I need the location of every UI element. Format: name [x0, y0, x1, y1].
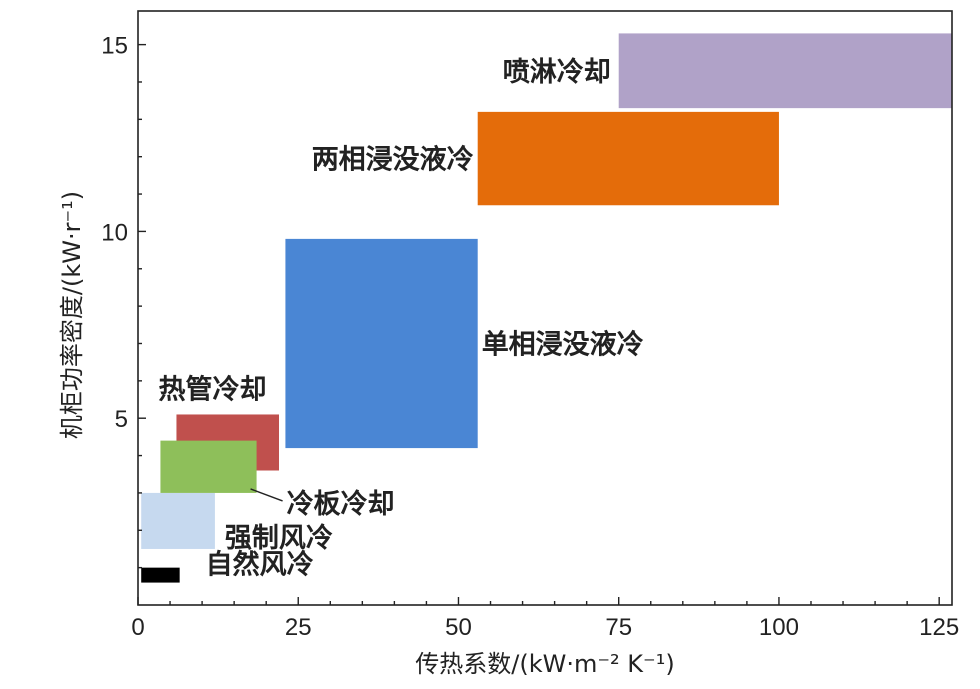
region-6 [618, 33, 952, 109]
y-axis-title: 机柜功率密度/(kW·r⁻¹) [58, 191, 86, 439]
y-tick-label-0: 5 [115, 406, 128, 433]
x-axis-title: 传热系数/(kW·m⁻² K⁻¹) [415, 650, 674, 678]
region-2 [160, 440, 257, 493]
x-tick-label-0: 0 [131, 614, 144, 641]
region-0 [141, 567, 180, 583]
x-tick-label-4: 100 [759, 614, 799, 641]
y-tick-label-1: 10 [101, 219, 128, 246]
axes-layer [137, 10, 953, 606]
y-tick-label-2: 15 [101, 33, 128, 60]
region-4 [285, 238, 478, 449]
region-label-0: 自然风冷 [206, 549, 314, 581]
x-tick-label-2: 50 [445, 614, 472, 641]
region-1 [141, 492, 215, 549]
plot-frame [137, 10, 953, 606]
leader-line-2 [250, 488, 283, 502]
region-label-3: 热管冷却 [158, 374, 266, 405]
region-label-1: 强制风冷 [225, 523, 333, 554]
x-tick-label-5: 125 [919, 614, 959, 641]
regions-layer [141, 33, 952, 583]
region-label-5: 两相浸没液冷 [312, 145, 474, 176]
x-tick-label-3: 75 [605, 614, 632, 641]
ticks-layer: 0 25 50 75 100 125 5 10 15 [101, 33, 959, 641]
x-tick-label-1: 25 [285, 614, 312, 641]
region-label-6: 喷淋冷却 [503, 57, 611, 88]
region-label-2: 冷板冷却 [287, 489, 395, 520]
region-5 [477, 111, 779, 206]
region-label-4: 单相浸没液冷 [482, 329, 644, 360]
